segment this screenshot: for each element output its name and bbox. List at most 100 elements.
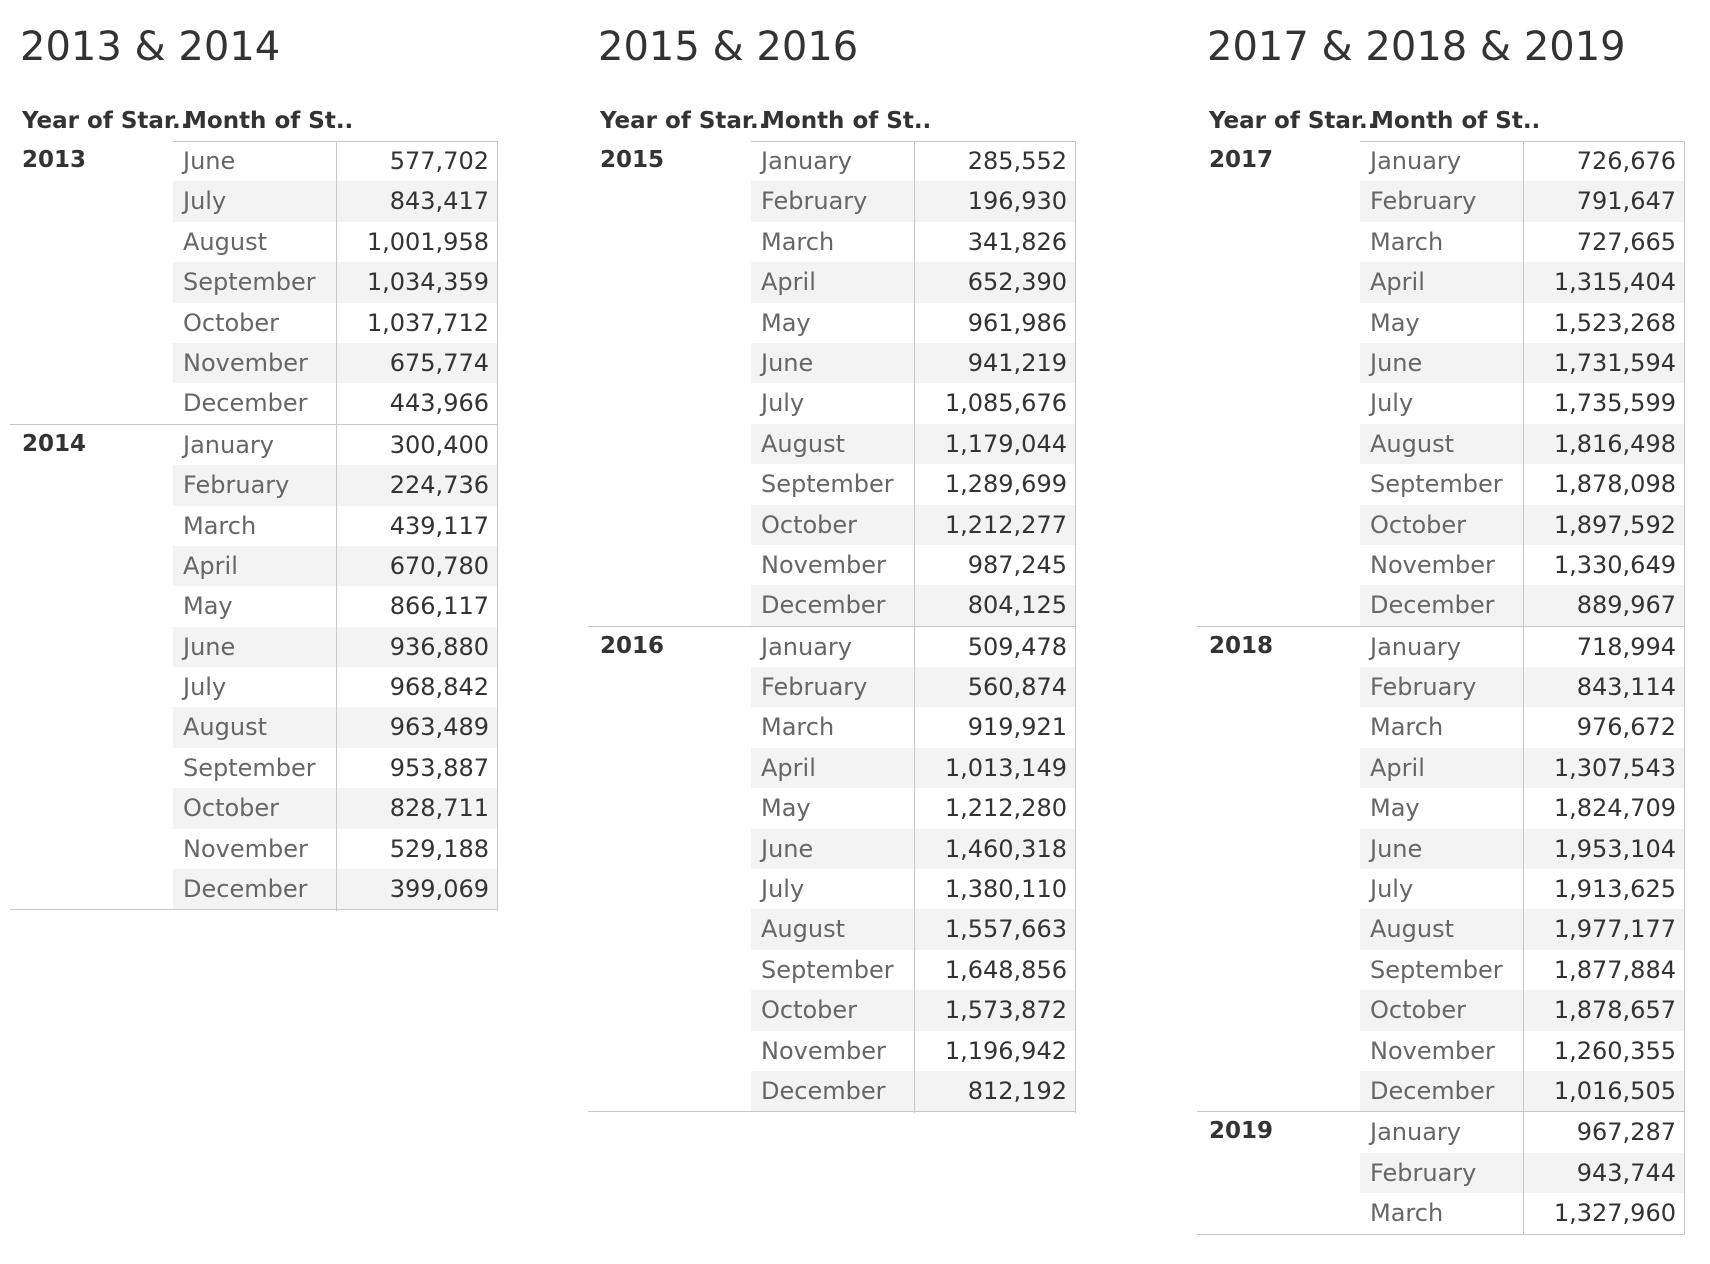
month-cell[interactable]: October <box>1360 990 1523 1031</box>
value-cell[interactable]: 812,192 <box>914 1070 1075 1112</box>
month-column-header[interactable]: Month of St.. <box>184 108 354 134</box>
value-cell[interactable]: 919,921 <box>967 713 1067 742</box>
table-row[interactable]: July 1,085,676 <box>588 383 1075 423</box>
year-column-header[interactable]: Year of Star.. <box>600 108 768 134</box>
year-label[interactable]: 2013 <box>22 147 87 173</box>
month-cell[interactable]: December <box>1360 585 1523 626</box>
value-cell[interactable]: 967,287 <box>1576 1118 1676 1147</box>
value-cell[interactable]: 936,880 <box>336 626 497 668</box>
table-row[interactable]: July 1,913,625 <box>1197 869 1684 909</box>
month-cell[interactable]: November <box>1370 550 1495 579</box>
month-cell[interactable]: February <box>751 181 914 222</box>
value-cell[interactable]: 963,489 <box>336 707 497 748</box>
month-cell[interactable]: July <box>761 875 805 904</box>
value-cell[interactable]: 1,913,625 <box>1553 875 1676 904</box>
table-row[interactable]: November 987,245 <box>588 545 1075 585</box>
table-row[interactable]: May 866,117 <box>10 586 497 626</box>
month-cell[interactable]: July <box>183 673 227 702</box>
table-row[interactable]: September 1,648,856 <box>588 950 1075 990</box>
month-cell[interactable]: June <box>751 828 914 870</box>
month-cell[interactable]: September <box>1370 955 1503 984</box>
month-cell[interactable]: August <box>751 423 914 465</box>
table-row[interactable]: September 1,878,098 <box>1197 464 1684 504</box>
value-cell[interactable]: 1,034,359 <box>336 262 497 303</box>
year-label[interactable]: 2019 <box>1209 1118 1274 1145</box>
table-row[interactable]: June 941,219 <box>588 342 1075 384</box>
month-cell[interactable]: May <box>183 592 233 621</box>
table-row[interactable]: May 1,824,709 <box>1197 788 1684 828</box>
value-cell[interactable]: 1,212,277 <box>914 504 1075 545</box>
table-row[interactable]: April 1,315,404 <box>1197 262 1684 303</box>
month-cell[interactable]: October <box>1360 504 1523 545</box>
month-cell[interactable]: July <box>761 389 805 418</box>
value-cell[interactable]: 791,647 <box>1523 181 1684 222</box>
table-row[interactable]: March 976,672 <box>1197 707 1684 747</box>
value-cell[interactable]: 1,179,044 <box>914 423 1075 465</box>
value-cell[interactable]: 224,736 <box>336 465 497 506</box>
value-cell[interactable]: 953,887 <box>389 753 489 782</box>
table-row[interactable]: October 1,037,712 <box>10 303 497 343</box>
table-row[interactable]: October 1,212,277 <box>588 504 1075 545</box>
value-cell[interactable]: 1,878,098 <box>1553 470 1676 499</box>
table-row[interactable]: February 196,930 <box>588 181 1075 222</box>
value-cell[interactable]: 1,212,280 <box>944 794 1067 823</box>
value-cell[interactable]: 1,573,872 <box>914 990 1075 1031</box>
month-cell[interactable]: December <box>751 1070 914 1112</box>
value-cell[interactable]: 843,417 <box>336 181 497 222</box>
month-cell[interactable]: March <box>1370 227 1444 256</box>
year-column-header[interactable]: Year of Star.. <box>22 108 190 134</box>
table-row[interactable]: December 889,967 <box>1197 585 1684 626</box>
value-cell[interactable]: 1,460,318 <box>914 828 1075 870</box>
month-cell[interactable]: November <box>173 342 336 384</box>
value-cell[interactable]: 961,986 <box>967 308 1067 337</box>
value-cell[interactable]: 1,289,699 <box>944 470 1067 499</box>
month-cell[interactable]: March <box>1370 713 1444 742</box>
month-cell[interactable]: October <box>751 990 914 1031</box>
table-row[interactable]: September 1,034,359 <box>10 262 497 303</box>
month-cell[interactable]: September <box>761 470 894 499</box>
value-cell[interactable]: 341,826 <box>967 227 1067 256</box>
month-cell[interactable]: August <box>751 909 914 950</box>
table-row[interactable]: September 1,289,699 <box>588 464 1075 504</box>
table-row[interactable]: September 1,877,884 <box>1197 950 1684 990</box>
month-cell[interactable]: February <box>1360 667 1523 708</box>
value-cell[interactable]: 399,069 <box>336 869 497 910</box>
value-cell[interactable]: 509,478 <box>967 632 1067 661</box>
table-row[interactable]: March 727,665 <box>1197 222 1684 262</box>
value-cell[interactable]: 1,085,676 <box>944 389 1067 418</box>
month-cell[interactable]: September <box>183 753 316 782</box>
value-cell[interactable]: 1,016,505 <box>1523 1070 1684 1112</box>
value-cell[interactable]: 529,188 <box>389 834 489 863</box>
value-cell[interactable]: 943,744 <box>1523 1152 1684 1194</box>
table-row[interactable]: August 1,977,177 <box>1197 909 1684 950</box>
table-row[interactable]: May 1,212,280 <box>588 788 1075 828</box>
value-cell[interactable]: 976,672 <box>1576 713 1676 742</box>
month-cell[interactable]: June <box>1360 828 1523 870</box>
table-row[interactable]: January 300,400 <box>10 425 497 465</box>
value-cell[interactable]: 670,780 <box>336 545 497 587</box>
table-row[interactable]: March 439,117 <box>10 506 497 546</box>
value-cell[interactable]: 1,953,104 <box>1523 828 1684 870</box>
month-cell[interactable]: July <box>1370 389 1414 418</box>
value-cell[interactable]: 285,552 <box>967 147 1067 175</box>
value-cell[interactable]: 1,260,355 <box>1553 1036 1676 1065</box>
month-cell[interactable]: April <box>751 262 914 303</box>
month-cell[interactable]: October <box>751 504 914 545</box>
table-row[interactable]: April 1,307,543 <box>1197 747 1684 789</box>
month-cell[interactable]: April <box>173 545 336 587</box>
month-cell[interactable]: November <box>761 1036 886 1065</box>
month-cell[interactable]: February <box>1360 181 1523 222</box>
month-cell[interactable]: November <box>1370 1036 1495 1065</box>
month-cell[interactable]: October <box>173 788 336 829</box>
month-cell[interactable]: July <box>1370 875 1414 904</box>
table-row[interactable]: August 963,489 <box>10 707 497 748</box>
month-cell[interactable]: December <box>1360 1070 1523 1112</box>
month-cell[interactable]: May <box>1370 794 1420 823</box>
value-cell[interactable]: 1,731,594 <box>1523 342 1684 384</box>
value-cell[interactable]: 1,824,709 <box>1553 794 1676 823</box>
table-row[interactable]: March 341,826 <box>588 222 1075 262</box>
value-cell[interactable]: 889,967 <box>1523 585 1684 626</box>
month-column-header[interactable]: Month of St.. <box>1371 108 1541 134</box>
month-cell[interactable]: August <box>1360 909 1523 950</box>
month-cell[interactable]: January <box>183 430 274 459</box>
